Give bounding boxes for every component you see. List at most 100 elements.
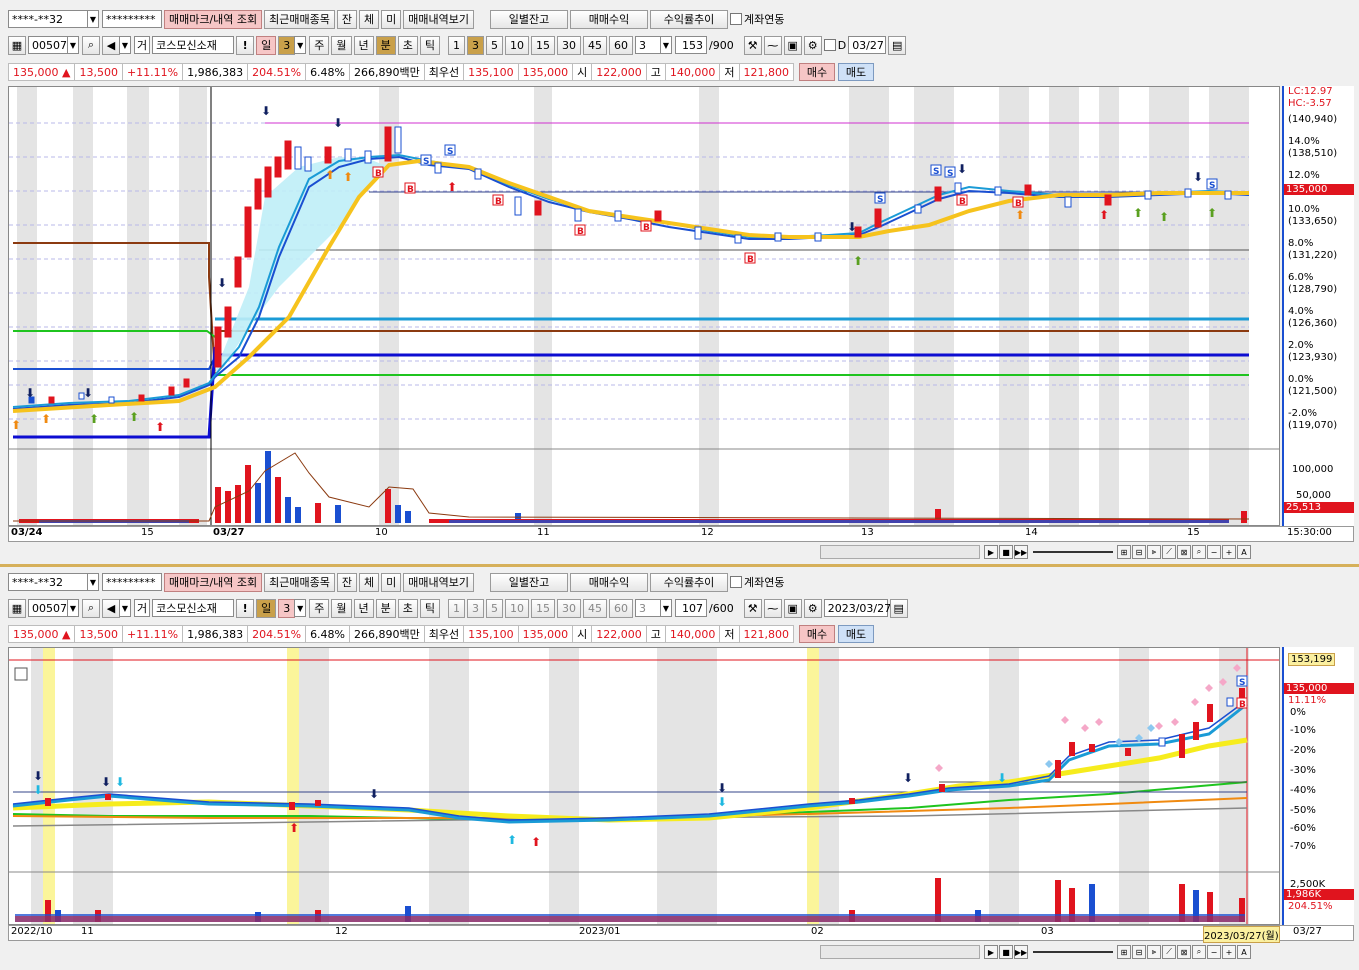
count-input[interactable]: 3 bbox=[635, 36, 661, 54]
play-icon[interactable]: ▶ bbox=[984, 545, 998, 559]
balance-button[interactable]: 잔 bbox=[336, 572, 358, 592]
grid-icon[interactable] bbox=[14, 667, 28, 681]
interval-button[interactable]: 10 bbox=[505, 598, 529, 618]
interval-button[interactable]: 3 bbox=[467, 598, 484, 618]
account-link-checkbox[interactable] bbox=[730, 576, 743, 588]
interval-button[interactable]: 5 bbox=[486, 35, 503, 55]
zoom-tool-icon[interactable]: ⊞ bbox=[1117, 545, 1131, 559]
password-field[interactable]: ********* bbox=[102, 573, 162, 591]
date-input[interactable]: 03/27 bbox=[848, 36, 887, 54]
chart-type-icon[interactable]: ⫸ bbox=[1147, 945, 1161, 959]
settings-icon[interactable]: ⚙ bbox=[803, 35, 822, 55]
chart-type-icon[interactable]: ⫸ bbox=[1147, 545, 1161, 559]
trade-profit-button[interactable]: 매매수익 bbox=[570, 572, 649, 592]
trade-history-button[interactable]: 매매내역보기 bbox=[403, 572, 475, 592]
search-icon[interactable]: ⌕ bbox=[82, 598, 100, 618]
recent-trade-button[interactable]: 최근매매종목 bbox=[264, 572, 335, 592]
period-minute-tab[interactable]: 분 bbox=[375, 598, 396, 618]
layout-icon[interactable]: ⊟ bbox=[1132, 545, 1146, 559]
period-month-tab[interactable]: 월 bbox=[331, 598, 352, 618]
account-select[interactable]: ****-**32 bbox=[8, 573, 88, 591]
grid-icon[interactable]: ▦ bbox=[8, 598, 26, 618]
password-field[interactable]: ********* bbox=[102, 10, 162, 28]
search-icon[interactable]: ⌕ bbox=[82, 35, 100, 55]
grid-icon[interactable]: ▦ bbox=[8, 35, 26, 55]
chevron-down-icon[interactable]: ▼ bbox=[67, 36, 79, 54]
save-icon[interactable]: ▣ bbox=[783, 598, 802, 618]
bottom-chart[interactable]: ⬇ ⬇ ⬇ ⬇ ⬇ ⬇ ⬇ ⬇ ⬇ ⬆ ⬆ ⬆ S B bbox=[8, 647, 1280, 925]
interval-button[interactable]: 60 bbox=[609, 35, 633, 55]
stock-code-input[interactable]: 005070 bbox=[28, 599, 74, 617]
stop-icon[interactable]: ■ bbox=[999, 945, 1013, 959]
chevron-down-icon[interactable]: ▼ bbox=[660, 36, 672, 54]
period-minute-tab[interactable]: 분 bbox=[375, 35, 396, 55]
zoom-out-icon[interactable]: − bbox=[1207, 945, 1221, 959]
layout-icon[interactable]: ⊟ bbox=[1132, 945, 1146, 959]
stock-name-field[interactable]: 코스모신소재 bbox=[152, 599, 235, 617]
magnet-icon[interactable]: ⊠ bbox=[1177, 945, 1191, 959]
executed-button[interactable]: 체 bbox=[359, 9, 380, 29]
range-input[interactable]: 107 bbox=[675, 599, 707, 617]
sell-button[interactable]: 매도 bbox=[838, 63, 874, 81]
chart-icon[interactable]: ⁓ bbox=[763, 598, 782, 618]
fast-forward-icon[interactable]: ▶▶ bbox=[1014, 545, 1028, 559]
zoom-out-icon[interactable]: − bbox=[1207, 545, 1221, 559]
zoom-in-icon[interactable]: + bbox=[1222, 545, 1236, 559]
top-chart-canvas[interactable]: ⬇ ⬇ ⬇ ⬇ ⬇ ⬇ ⬇ ⬇ ⬆ ⬆ ⬆ ⬆ ⬆ ⬆ ⬆ ⬆ ⬆ ⬆ ⬆ ⬆ ⬆ ⬆ B B B B… bbox=[9, 87, 1279, 525]
period-second-tab[interactable]: 초 bbox=[397, 598, 418, 618]
interval-button[interactable]: 1 bbox=[448, 598, 465, 618]
zoom-in-icon[interactable]: + bbox=[1222, 945, 1236, 959]
interval-button[interactable]: 15 bbox=[531, 598, 555, 618]
fast-forward-icon[interactable]: ▶▶ bbox=[1014, 945, 1028, 959]
interval-button[interactable]: 3 bbox=[467, 35, 484, 55]
sell-button[interactable]: 매도 bbox=[838, 625, 874, 643]
tool-icon[interactable]: ⚒ bbox=[743, 598, 762, 618]
settings-icon[interactable]: ⚙ bbox=[803, 598, 822, 618]
chevron-down-icon[interactable]: ▼ bbox=[660, 599, 672, 617]
chevron-down-icon[interactable]: ▼ bbox=[294, 599, 307, 617]
chevron-down-icon[interactable]: ▼ bbox=[87, 573, 99, 591]
period-second-tab[interactable]: 초 bbox=[397, 35, 418, 55]
period-day-tab[interactable]: 일 bbox=[256, 598, 277, 618]
trade-mark-button[interactable]: 매매마크/내역 조회 bbox=[164, 572, 263, 592]
recent-trade-button[interactable]: 최근매매종목 bbox=[264, 9, 335, 29]
account-select[interactable]: ****-**32 bbox=[8, 10, 88, 28]
unfilled-button[interactable]: 미 bbox=[381, 572, 402, 592]
panel-divider[interactable] bbox=[0, 564, 1359, 567]
search-icon[interactable]: ⌕ bbox=[1192, 545, 1206, 559]
alert-icon[interactable]: ! bbox=[236, 35, 255, 55]
stock-code-input[interactable]: 005070 bbox=[28, 36, 74, 54]
interval-button[interactable]: 10 bbox=[505, 35, 529, 55]
speaker-icon[interactable]: ◀ bbox=[102, 35, 120, 55]
calendar-icon[interactable]: ▤ bbox=[888, 35, 907, 55]
trade-mark-button[interactable]: 매매마크/내역 조회 bbox=[164, 9, 263, 29]
date-checkbox[interactable] bbox=[823, 39, 836, 51]
interval-button[interactable]: 15 bbox=[531, 35, 555, 55]
profit-trend-button[interactable]: 수익률추이 bbox=[650, 9, 729, 29]
chevron-down-icon[interactable]: ▼ bbox=[294, 36, 307, 54]
balance-button[interactable]: 잔 bbox=[336, 9, 358, 29]
interval-button[interactable]: 45 bbox=[583, 35, 607, 55]
chevron-down-icon[interactable]: ▼ bbox=[119, 599, 131, 617]
period-month-tab[interactable]: 월 bbox=[331, 35, 352, 55]
stop-icon[interactable]: ■ bbox=[999, 545, 1013, 559]
save-icon[interactable]: ▣ bbox=[783, 35, 802, 55]
buy-button[interactable]: 매수 bbox=[799, 625, 835, 643]
profit-trend-button[interactable]: 수익률추이 bbox=[650, 572, 729, 592]
account-link-checkbox[interactable] bbox=[730, 13, 743, 25]
chevron-down-icon[interactable]: ▼ bbox=[87, 10, 99, 28]
interval-button[interactable]: 1 bbox=[448, 35, 465, 55]
period-year-tab[interactable]: 년 bbox=[353, 35, 374, 55]
period-year-tab[interactable]: 년 bbox=[353, 598, 374, 618]
trade-history-button[interactable]: 매매내역보기 bbox=[403, 9, 475, 29]
period-tick-tab[interactable]: 틱 bbox=[419, 35, 440, 55]
magnet-icon[interactable]: ⊠ bbox=[1177, 545, 1191, 559]
buy-button[interactable]: 매수 bbox=[799, 63, 835, 81]
trade-profit-button[interactable]: 매매수익 bbox=[570, 9, 649, 29]
text-icon[interactable]: A bbox=[1237, 545, 1251, 559]
play-icon[interactable]: ▶ bbox=[984, 945, 998, 959]
period-day-tab[interactable]: 일 bbox=[256, 35, 277, 55]
period-week-tab[interactable]: 주 bbox=[309, 35, 330, 55]
count-input[interactable]: 3 bbox=[635, 599, 661, 617]
interval-button[interactable]: 60 bbox=[609, 598, 633, 618]
